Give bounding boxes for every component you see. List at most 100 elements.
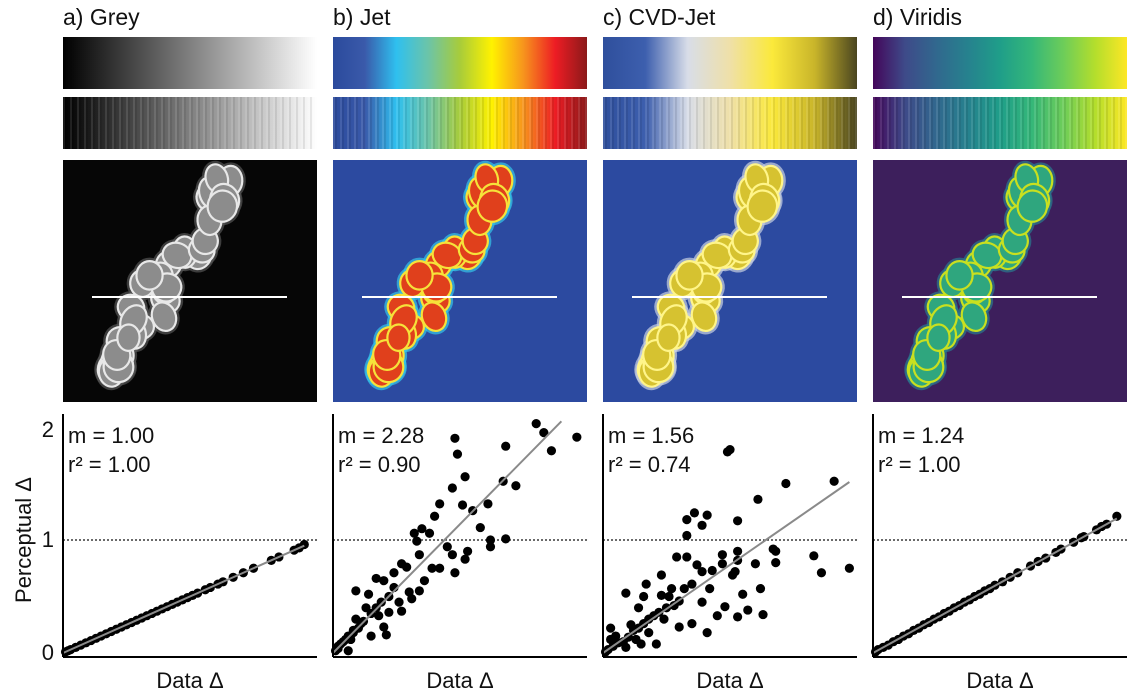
cell bbox=[135, 260, 164, 291]
data-point bbox=[750, 559, 761, 569]
data-point bbox=[720, 602, 730, 612]
data-point bbox=[606, 634, 616, 645]
r2-annotation: r² = 1.00 bbox=[878, 452, 961, 477]
data-point bbox=[771, 546, 781, 556]
y-tick-0: 0 bbox=[42, 640, 54, 665]
cell-cluster bbox=[364, 160, 516, 391]
fit-line bbox=[872, 517, 1118, 654]
scatter-plots: Perceptual Δ 0 1 2 m = 1.00 r² = 1.00 Da… bbox=[11, 414, 1127, 693]
data-point bbox=[376, 597, 386, 607]
data-point bbox=[460, 554, 470, 564]
slope-annotation: m = 2.28 bbox=[338, 423, 424, 448]
data-point bbox=[753, 494, 763, 504]
data-point bbox=[687, 579, 697, 589]
data-point bbox=[384, 607, 394, 617]
data-point bbox=[366, 631, 376, 641]
data-point bbox=[717, 559, 727, 569]
cell bbox=[701, 241, 733, 270]
data-point bbox=[781, 478, 791, 489]
data-point bbox=[687, 619, 697, 629]
data-point bbox=[631, 634, 641, 645]
data-point bbox=[546, 446, 557, 456]
data-point bbox=[656, 570, 667, 580]
cell bbox=[945, 260, 974, 291]
data-point bbox=[531, 419, 541, 429]
data-point bbox=[672, 552, 682, 562]
colorbar-grey-smooth bbox=[63, 37, 317, 89]
data-point bbox=[351, 614, 361, 624]
r2-annotation: r² = 1.00 bbox=[68, 452, 151, 477]
slope-annotation: m = 1.56 bbox=[608, 423, 694, 448]
fit-line bbox=[332, 420, 563, 654]
data-point bbox=[626, 620, 636, 630]
data-point bbox=[396, 606, 407, 616]
data-point bbox=[381, 630, 391, 640]
data-point bbox=[674, 622, 684, 632]
data-point bbox=[1112, 511, 1122, 521]
r2-annotation: r² = 0.90 bbox=[338, 452, 421, 477]
x-axis-label: Data Δ bbox=[156, 668, 224, 693]
data-point bbox=[402, 562, 412, 572]
colorbar-jet-smooth bbox=[333, 37, 587, 89]
data-point bbox=[733, 612, 743, 622]
data-point bbox=[697, 520, 707, 530]
data-point bbox=[659, 614, 669, 624]
y-axis-label: Perceptual Δ bbox=[11, 477, 36, 603]
data-point bbox=[633, 603, 644, 613]
colorbar-cvd-jet-smooth bbox=[603, 37, 857, 89]
data-point bbox=[539, 428, 549, 438]
cell bbox=[206, 189, 239, 223]
data-point bbox=[844, 563, 854, 573]
data-point bbox=[414, 550, 424, 560]
data-point bbox=[606, 623, 616, 633]
data-point bbox=[733, 546, 743, 556]
data-point bbox=[374, 611, 384, 621]
plot-grey: m = 1.00 r² = 1.00 Data Δ bbox=[60, 414, 317, 693]
data-point bbox=[463, 546, 473, 556]
data-point bbox=[419, 576, 430, 586]
data-point bbox=[447, 550, 457, 560]
cell-cluster bbox=[904, 160, 1056, 391]
data-point bbox=[371, 573, 381, 584]
data-point bbox=[414, 586, 424, 596]
data-point bbox=[733, 516, 743, 526]
data-point bbox=[707, 565, 717, 576]
data-point bbox=[679, 583, 689, 594]
data-point bbox=[621, 588, 631, 598]
plot-jet: m = 2.28 r² = 0.90 Data Δ bbox=[330, 414, 587, 693]
data-point bbox=[447, 483, 457, 493]
cell bbox=[476, 189, 509, 223]
plot-cvd-jet: m = 1.56 r² = 0.74 Data Δ bbox=[600, 414, 857, 693]
data-point bbox=[682, 552, 692, 562]
cell bbox=[675, 260, 704, 291]
data-point bbox=[717, 550, 727, 560]
data-point bbox=[771, 558, 781, 568]
cell-cluster bbox=[94, 160, 246, 391]
colorbar-viridis-smooth bbox=[873, 37, 1127, 89]
data-point bbox=[738, 589, 748, 599]
fit-line bbox=[602, 481, 850, 654]
cell bbox=[746, 189, 779, 223]
data-point bbox=[501, 441, 511, 451]
data-point bbox=[651, 639, 661, 649]
data-point bbox=[430, 511, 440, 521]
x-axis-label: Data Δ bbox=[696, 668, 764, 693]
data-point bbox=[692, 560, 702, 570]
data-point bbox=[412, 536, 422, 546]
cell bbox=[1016, 189, 1049, 223]
panel-title-jet: b) Jet bbox=[333, 4, 391, 30]
data-point bbox=[351, 586, 361, 596]
data-point bbox=[457, 500, 468, 510]
cell bbox=[926, 323, 951, 352]
data-point bbox=[501, 534, 511, 544]
data-point bbox=[379, 622, 389, 632]
data-point bbox=[702, 510, 712, 520]
data-point bbox=[435, 499, 445, 509]
data-point bbox=[424, 528, 435, 538]
data-point bbox=[417, 524, 427, 534]
data-point bbox=[702, 628, 712, 638]
plot-viridis: m = 1.24 r² = 1.00 Data Δ bbox=[870, 414, 1127, 693]
data-point bbox=[452, 449, 463, 459]
data-point bbox=[409, 528, 419, 538]
cell-image-jet bbox=[333, 160, 587, 402]
